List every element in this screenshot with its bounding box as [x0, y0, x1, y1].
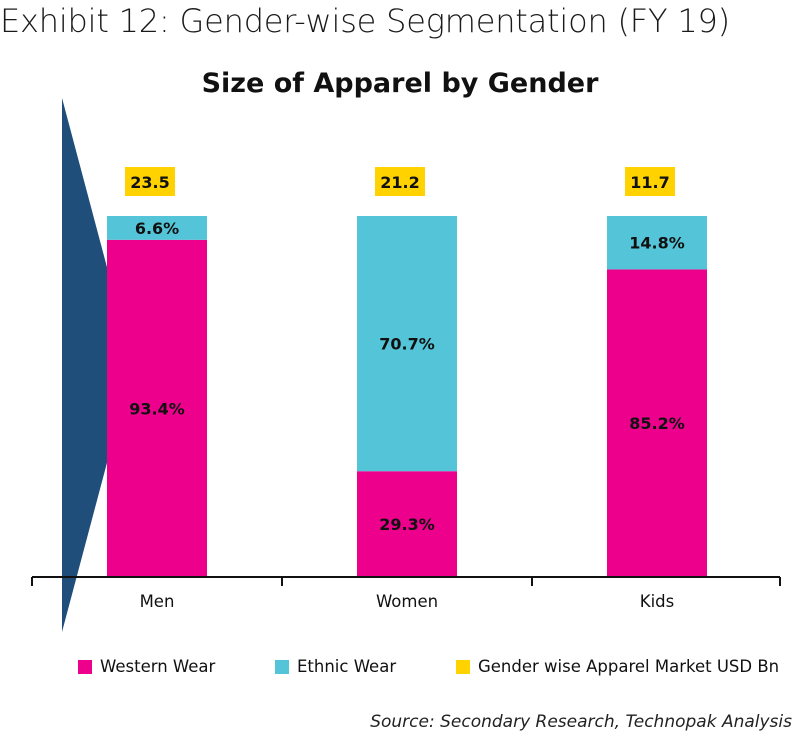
x-tick-label-kids: Kids	[640, 592, 674, 611]
bar-western-wear-kids	[607, 269, 707, 577]
legend-item-ethnic-wear: Ethnic Wear	[275, 657, 396, 676]
data-label-western-wear-women: 29.3%	[379, 515, 435, 534]
legend-label-ethnic-wear: Ethnic Wear	[297, 657, 397, 676]
bar-ethnic-wear-women	[357, 216, 457, 472]
decorative-arrow-shape	[62, 98, 133, 632]
bar-western-wear-women	[357, 471, 457, 577]
chart-title: Size of Apparel by Gender	[201, 68, 599, 99]
stacked-bar-chart: 93.4% 6.6% 23.5 Men 29.3% 70.7% 21.2 Women 85.2%…	[31, 98, 781, 632]
data-label-ethnic-wear-women: 70.7%	[379, 335, 435, 354]
legend-swatch-ethnic-wear	[275, 659, 289, 674]
market-size-badge-women	[375, 167, 425, 196]
x-tick-label-women: Women	[376, 592, 438, 611]
data-label-western-wear-kids: 85.2%	[629, 414, 685, 433]
legend-label-western-wear: Western Wear	[100, 657, 216, 676]
legend-label-market-size: Gender wise Apparel Market USD Bn	[478, 657, 780, 676]
legend-item-market-size: Gender wise Apparel Market USD Bn	[456, 657, 779, 676]
source-note: Source: Secondary Research, Technopak An…	[370, 712, 792, 732]
market-size-badge-men	[125, 167, 175, 196]
legend-swatch-western-wear	[78, 659, 92, 674]
bar-ethnic-wear-kids	[607, 216, 707, 270]
legend-swatch-market-size	[456, 659, 470, 674]
data-label-ethnic-wear-kids: 14.8%	[629, 234, 685, 253]
legend-item-western-wear: Western Wear	[78, 657, 215, 676]
legend: Western Wear Ethnic Wear Gender wise App…	[0, 657, 800, 677]
market-size-label-women: 21.2	[380, 173, 419, 192]
x-tick-label-men: Men	[140, 592, 175, 611]
market-size-label-men: 23.5	[130, 173, 169, 192]
bar-ethnic-wear-men	[107, 216, 207, 240]
exhibit-title: Exhibit 12: Gender-wise Segmentation (FY…	[0, 2, 730, 40]
market-size-label-kids: 11.7	[630, 173, 669, 192]
data-label-ethnic-wear-men: 6.6%	[135, 219, 179, 238]
data-label-western-wear-men: 93.4%	[129, 399, 185, 418]
market-size-badge-kids	[625, 167, 675, 196]
bar-western-wear-men	[107, 239, 207, 578]
